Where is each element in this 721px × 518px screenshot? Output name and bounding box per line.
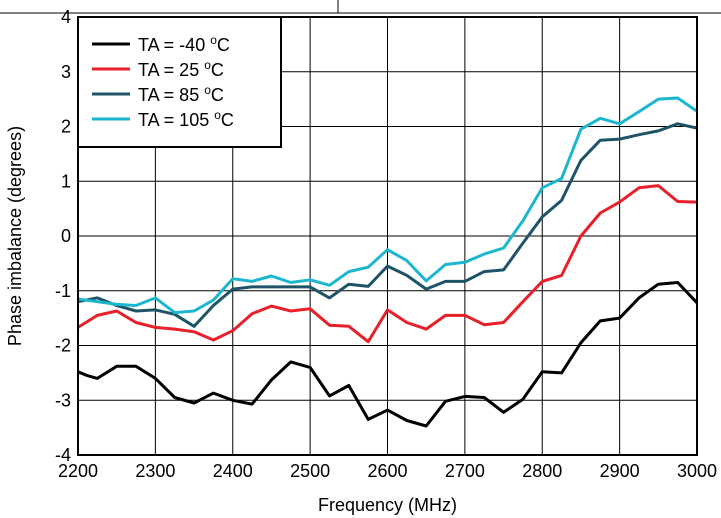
series-line-1 [77, 184, 698, 344]
legend-degree-mark: o [214, 108, 221, 122]
legend-label-main: TA = -40 [138, 35, 210, 55]
legend-label-main: TA = 105 [138, 110, 214, 130]
x-tick-label: 2700 [445, 461, 485, 481]
legend-label-main: TA = 25 [138, 60, 204, 80]
y-tick-label: -4 [55, 445, 71, 465]
legend-unit: C [211, 85, 224, 105]
x-tick-label: 3000 [677, 461, 717, 481]
legend-label: TA = 105 oC [138, 108, 234, 130]
x-tick-label: 2900 [600, 461, 640, 481]
y-axis-title: Phase imbalance (degrees) [5, 126, 25, 346]
x-tick-label: 2600 [367, 461, 407, 481]
legend-item: TA = 105 oC [92, 108, 234, 130]
legend-unit: C [217, 35, 230, 55]
legend-unit: C [211, 60, 224, 80]
series-line-0 [77, 281, 699, 428]
header-strip [0, 0, 721, 14]
y-tick-label: 3 [61, 62, 71, 82]
legend-degree-mark: o [204, 83, 211, 97]
x-axis-title: Frequency (MHz) [318, 495, 457, 515]
y-tick-label: -3 [55, 390, 71, 410]
y-tick-label: 4 [61, 7, 71, 27]
series-layer [77, 96, 699, 428]
x-tick-label: 2400 [213, 461, 253, 481]
legend-item: TA = 25 oC [92, 58, 224, 80]
x-tick-label: 2500 [290, 461, 330, 481]
y-tick-label: 2 [61, 117, 71, 137]
y-axis-ticks: 4 3 2 1 0 -1 -2 -3 -4 [55, 7, 71, 465]
legend-label-main: TA = 85 [138, 85, 204, 105]
x-tick-label: 2200 [58, 461, 98, 481]
legend-label: TA = 25 oC [138, 58, 224, 80]
y-tick-label: 0 [61, 226, 71, 246]
x-tick-label: 2300 [135, 461, 175, 481]
legend-label: TA = 85 oC [138, 83, 224, 105]
y-tick-label: 1 [61, 171, 71, 191]
legend-degree-mark: o [204, 58, 211, 72]
plot-frame [77, 16, 698, 456]
x-tick-label: 2800 [522, 461, 562, 481]
legend-box [77, 16, 282, 148]
series-line-3 [77, 96, 698, 315]
series-line-2 [77, 122, 698, 328]
legend-label: TA = -40 oC [138, 33, 230, 55]
y-tick-label: -1 [55, 281, 71, 301]
legend-degree-mark: o [210, 33, 217, 47]
legend-unit: C [221, 110, 234, 130]
legend-item: TA = -40 oC [92, 33, 230, 55]
y-tick-label: -2 [55, 336, 71, 356]
x-axis-ticks: 2200 2300 2400 2500 2600 2700 2800 2900 3000 [58, 461, 717, 481]
legend-item: TA = 85 oC [92, 83, 224, 105]
